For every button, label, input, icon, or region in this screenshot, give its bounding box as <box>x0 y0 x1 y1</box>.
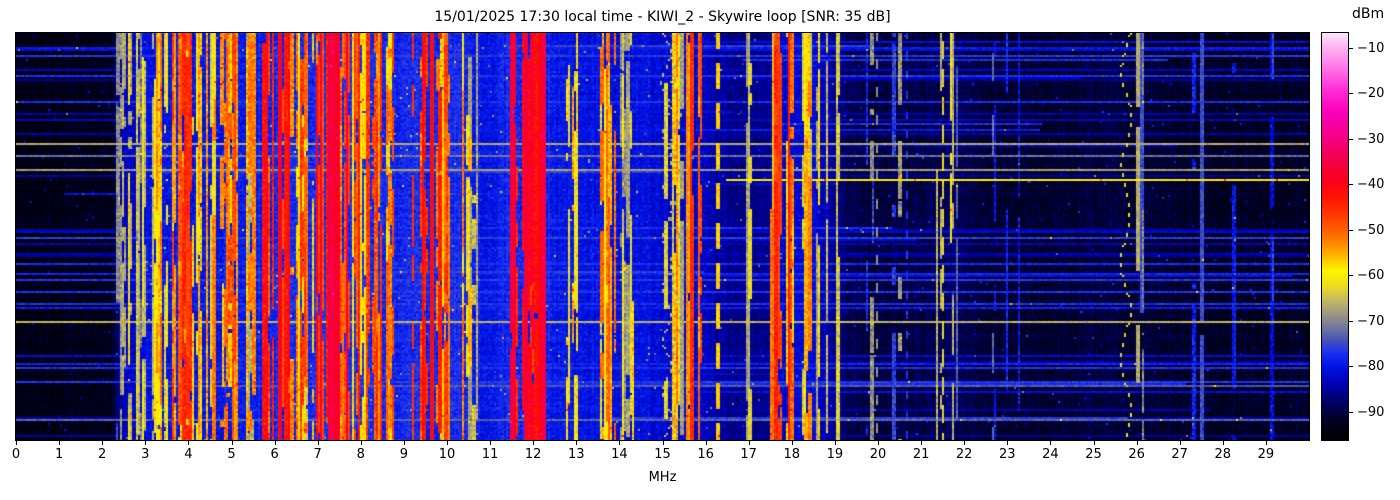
x-tick-mark <box>921 441 923 445</box>
x-tick-label: 13 <box>568 447 585 462</box>
x-tick-mark <box>705 441 707 445</box>
colorbar-tick-label: −30 <box>1357 131 1385 147</box>
x-tick-mark <box>533 441 535 445</box>
x-tick-mark <box>1093 441 1095 445</box>
x-tick-label: 15 <box>654 447 671 462</box>
colorbar <box>1321 32 1349 441</box>
x-tick-mark <box>490 441 492 445</box>
x-tick-mark <box>447 441 448 445</box>
x-tick-label: 1 <box>54 447 64 462</box>
colorbar-gradient-canvas <box>1322 33 1348 440</box>
x-tick-label: 23 <box>999 447 1016 462</box>
x-tick-mark <box>16 441 17 445</box>
colorbar-tick-mark <box>1349 47 1353 49</box>
colorbar-tick-label: −90 <box>1357 404 1385 420</box>
x-tick-label: 28 <box>1214 447 1232 462</box>
colorbar-tick-label: −50 <box>1357 222 1385 238</box>
x-tick-mark <box>1136 441 1138 445</box>
x-tick-label: 17 <box>740 447 757 462</box>
x-tick-label: 27 <box>1171 447 1188 462</box>
x-tick-mark <box>403 441 405 445</box>
colorbar-tick-label: −70 <box>1357 313 1385 329</box>
x-tick-label: 4 <box>184 447 193 462</box>
x-tick-mark <box>145 441 147 445</box>
x-tick-mark <box>878 441 879 445</box>
colorbar-title: dBm <box>1352 6 1385 22</box>
x-tick-mark <box>1007 441 1009 445</box>
colorbar-tick-label: −40 <box>1357 177 1385 193</box>
x-tick-mark <box>188 441 190 445</box>
x-tick-mark <box>662 441 664 445</box>
x-tick-label: 10 <box>438 447 456 462</box>
x-tick-label: 19 <box>826 447 844 462</box>
x-tick-label: 16 <box>697 447 714 462</box>
x-tick-mark <box>576 441 578 445</box>
spectrogram-heatmap-canvas <box>16 33 1309 440</box>
x-tick-label: 5 <box>227 447 236 462</box>
x-tick-mark <box>102 441 104 445</box>
x-tick-mark <box>59 441 61 445</box>
colorbar-tick-mark <box>1349 320 1353 322</box>
x-tick-mark <box>360 441 362 445</box>
colorbar-tick-label: −10 <box>1357 40 1385 56</box>
spectrogram-plot-area <box>15 32 1310 441</box>
x-tick-label: 14 <box>611 447 628 462</box>
x-tick-mark <box>1050 441 1052 445</box>
x-tick-label: 29 <box>1257 447 1275 462</box>
colorbar-tick-mark <box>1349 229 1353 231</box>
x-tick-label: 11 <box>481 447 499 462</box>
colorbar-tick-label: −80 <box>1357 359 1385 375</box>
colorbar-tick-mark <box>1349 138 1353 140</box>
x-tick-mark <box>317 441 319 445</box>
x-tick-label: 8 <box>356 447 365 462</box>
x-tick-label: 21 <box>912 447 930 462</box>
colorbar-tick-mark <box>1349 411 1353 413</box>
colorbar-tick-label: −60 <box>1357 268 1385 284</box>
x-tick-label: 12 <box>524 447 542 462</box>
x-tick-mark <box>619 441 621 445</box>
chart-title: 15/01/2025 17:30 local time - KIWI_2 - S… <box>434 9 891 25</box>
x-tick-label: 20 <box>869 447 887 462</box>
x-tick-label: 3 <box>141 447 150 462</box>
x-tick-label: 26 <box>1128 447 1145 462</box>
x-axis-label: MHz <box>648 470 677 485</box>
x-tick-label: 9 <box>399 447 409 462</box>
colorbar-tick-mark <box>1349 366 1353 368</box>
x-tick-mark <box>274 441 276 445</box>
x-tick-mark <box>834 441 836 445</box>
colorbar-tick-mark <box>1349 275 1353 277</box>
x-tick-mark <box>1222 441 1224 445</box>
x-tick-label: 25 <box>1085 447 1102 462</box>
x-tick-mark <box>964 441 966 445</box>
x-tick-label: 2 <box>98 447 107 462</box>
x-tick-mark <box>791 441 793 445</box>
x-tick-label: 22 <box>955 447 973 462</box>
x-tick-mark <box>1179 441 1181 445</box>
x-tick-label: 0 <box>11 447 21 462</box>
colorbar-tick-label: −20 <box>1357 86 1385 102</box>
x-tick-mark <box>231 441 233 445</box>
colorbar-tick-mark <box>1349 93 1353 95</box>
colorbar-tick-mark <box>1349 184 1353 186</box>
x-tick-label: 6 <box>270 447 279 462</box>
x-tick-label: 7 <box>313 447 322 462</box>
x-tick-mark <box>1265 441 1267 445</box>
x-tick-mark <box>748 441 750 445</box>
x-tick-label: 18 <box>783 447 801 462</box>
x-tick-label: 24 <box>1042 447 1059 462</box>
